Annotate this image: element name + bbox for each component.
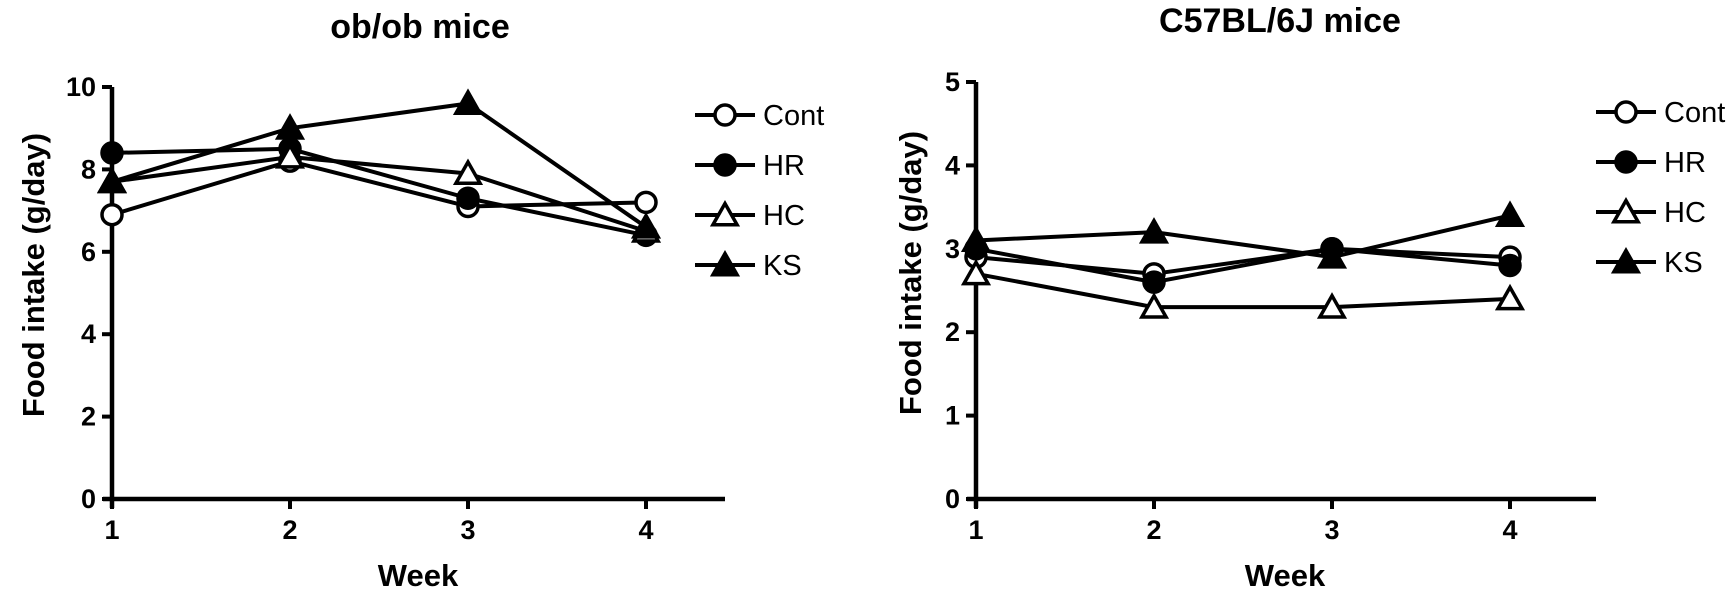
plot-marks [960, 200, 1526, 319]
data-point-hr [456, 186, 480, 210]
legend-marker-cont [713, 103, 737, 127]
series-line-cont [975, 246, 1511, 276]
legend-marker-hr [1614, 150, 1638, 174]
chart-panel-c57bl: C57BL/6J mice Food intake (g/day) Week 0… [893, 2, 1725, 593]
legend-label: KS [763, 250, 802, 282]
x-tick-label: 2 [1146, 515, 1161, 545]
data-point-ks [960, 225, 992, 252]
x-axis-label: Week [1245, 558, 1326, 593]
data-point-ks [630, 212, 662, 239]
y-tick-label: 4 [81, 319, 96, 349]
series-line-ks [111, 101, 648, 229]
data-point-hc [960, 258, 992, 286]
series-line-hr [111, 146, 647, 238]
x-tick-label: 4 [1502, 515, 1517, 545]
data-point-hc [452, 158, 484, 186]
data-point-ks [1316, 242, 1348, 269]
legend-marker-cont [1614, 100, 1638, 124]
y-tick-label: 0 [945, 484, 960, 514]
y-tick-label: 10 [66, 72, 96, 102]
series-line-hc [111, 155, 647, 234]
legend-marker-hc [1610, 196, 1642, 224]
legend: Cont HR HC KS [695, 100, 824, 282]
y-tick-label: 2 [945, 317, 960, 347]
legend-label: HC [1664, 197, 1706, 229]
series-line-hr [975, 246, 1511, 285]
y-tick-label: 3 [945, 234, 960, 264]
y-tick-label: 8 [81, 154, 96, 184]
data-point-hr [1142, 270, 1166, 294]
legend: Cont HR HC KS [1596, 97, 1725, 279]
chart-title: ob/ob mice [330, 8, 509, 46]
data-point-ks [452, 88, 484, 116]
data-point-hr [1498, 253, 1522, 278]
legend-label: HC [763, 200, 805, 232]
legend-marker-hr [713, 153, 737, 177]
data-point-ks [1138, 217, 1170, 244]
legend-label: Cont [1664, 97, 1725, 129]
x-tick-label: 1 [104, 515, 119, 545]
legend-label: HR [1664, 147, 1706, 179]
x-tick-label: 3 [460, 515, 475, 545]
legend-label: HR [763, 150, 805, 182]
data-point-ks [96, 166, 128, 194]
data-point-ks [274, 113, 306, 140]
series-line-ks [975, 213, 1511, 260]
data-point-hc [1138, 292, 1170, 319]
data-point-ks [1494, 200, 1526, 227]
y-axis-label: Food intake (g/day) [893, 131, 928, 415]
x-tick-label: 2 [282, 515, 297, 545]
y-axis-label: Food intake (g/day) [16, 133, 51, 417]
legend-marker-hc [709, 199, 741, 227]
data-point-hc [1316, 292, 1348, 319]
chart-title: C57BL/6J mice [1159, 2, 1401, 40]
y-tick-label: 0 [81, 484, 96, 514]
y-tick-label: 6 [81, 237, 96, 267]
x-tick-label: 4 [638, 515, 653, 545]
data-point-hc [1494, 283, 1526, 311]
data-point-cont [100, 202, 124, 227]
data-point-hr [100, 141, 124, 165]
data-point-hc [274, 141, 306, 169]
legend-marker-ks [1610, 246, 1642, 274]
x-tick-label: 3 [1324, 515, 1339, 545]
plot-marks [96, 88, 662, 248]
legend-label: KS [1664, 247, 1703, 279]
legend-label: Cont [763, 100, 824, 132]
y-tick-label: 2 [81, 402, 96, 432]
x-axis-label: Week [378, 558, 459, 593]
data-point-cont [634, 190, 658, 215]
y-tick-label: 4 [945, 150, 960, 180]
y-tick-label: 1 [945, 401, 960, 431]
legend-marker-ks [709, 249, 741, 277]
x-tick-label: 1 [968, 515, 983, 545]
y-tick-label: 5 [945, 67, 960, 97]
series-line-hc [975, 271, 1511, 310]
chart-panel-ob-ob: ob/ob mice Food intake (g/day) Week 0 2 4 6… [16, 8, 824, 593]
